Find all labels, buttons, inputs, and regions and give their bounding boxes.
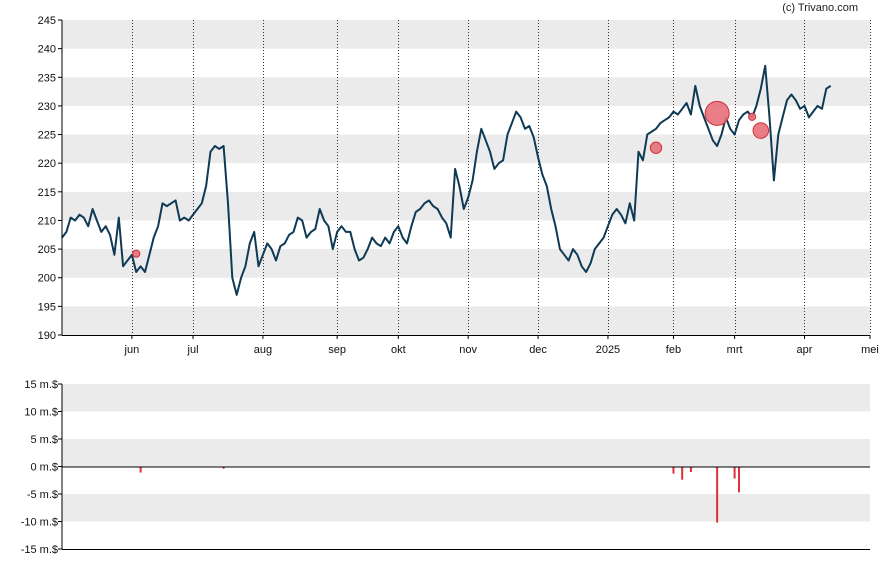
price-x-tick-label: apr — [797, 344, 813, 356]
price-y-tick-label: 190 — [38, 330, 56, 342]
price-x-tick-label: 2025 — [596, 344, 620, 356]
price-x-tick-label: jun — [124, 344, 140, 356]
price-x-tick-label: nov — [459, 344, 477, 356]
price-y-tick-label: 225 — [38, 130, 56, 142]
volume-y-tick-label: 5 m.$ — [30, 434, 58, 446]
price-series — [61, 64, 832, 296]
trade-marker — [752, 122, 770, 139]
volume-bar — [222, 466, 225, 469]
price-x-tick-label: okt — [391, 344, 406, 356]
price-line — [61, 64, 832, 296]
price-bands — [62, 20, 870, 335]
volume-y-tick-label: -15 m.$ — [21, 544, 58, 556]
volume-y-tick-label: -10 m.$ — [21, 517, 58, 529]
volume-y-tick-label: 10 m.$ — [24, 407, 58, 419]
price-y-tick-label: 235 — [38, 72, 56, 84]
volume-bar — [737, 466, 740, 493]
price-x-tick-label: mrt — [727, 344, 743, 356]
price-vertical-grid — [132, 20, 871, 335]
price-band — [62, 249, 870, 278]
volume-bar — [716, 466, 719, 523]
price-markers — [132, 100, 770, 258]
volume-bar — [672, 466, 675, 474]
volume-y-tick-labels: 15 m.$ 10 m.$ 5 m.$ 0 m.$ -5 m.$ -10 m.$ -15 m… — [21, 379, 62, 556]
price-y-tick-label: 195 — [38, 301, 56, 313]
price-x-tick-label: mei — [861, 344, 879, 356]
volume-bar — [139, 466, 142, 473]
price-x-tick-label: aug — [254, 344, 272, 356]
price-y-tick-label: 210 — [38, 215, 56, 227]
volume-band — [62, 384, 870, 412]
volume-y-tick-label: 15 m.$ — [24, 379, 58, 391]
price-x-tick-label: sep — [328, 344, 346, 356]
price-x-tick-label: feb — [666, 344, 681, 356]
volume-y-tick-label: -5 m.$ — [27, 489, 58, 501]
volume-bar — [733, 466, 736, 479]
volume-band — [62, 439, 870, 467]
price-y-tick-labels: 190 195 200 205 210 215 220 225 230 235 240 245 — [38, 15, 62, 342]
price-band — [62, 306, 870, 335]
price-band — [62, 191, 870, 221]
price-x-tick-label: dec — [529, 344, 547, 356]
volume-bar — [681, 466, 684, 480]
price-x-tick-label: jul — [187, 344, 199, 356]
price-band — [62, 134, 870, 164]
volume-bars — [139, 466, 740, 523]
volume-band — [62, 494, 870, 522]
trade-marker — [649, 141, 663, 154]
price-y-tick-label: 245 — [38, 15, 56, 27]
price-y-tick-label: 240 — [38, 44, 56, 56]
volume-bands — [62, 384, 870, 522]
trade-marker — [132, 249, 141, 258]
price-x-tick-labels: jun jul aug sep okt nov dec 2025 feb mrt apr mei — [124, 335, 879, 356]
price-y-tick-label: 215 — [38, 187, 56, 199]
price-y-tick-label: 230 — [38, 101, 56, 113]
price-y-tick-label: 200 — [38, 273, 56, 285]
price-y-tick-label: 205 — [38, 244, 56, 256]
price-band — [62, 77, 870, 106]
price-y-tick-label: 220 — [38, 158, 56, 170]
trade-marker — [704, 100, 730, 126]
credit-label: (c) Trivano.com — [782, 2, 858, 14]
trade-marker — [747, 112, 757, 121]
volume-y-tick-label: 0 m.$ — [30, 462, 58, 474]
volume-bar — [689, 466, 692, 472]
price-band — [62, 20, 870, 49]
